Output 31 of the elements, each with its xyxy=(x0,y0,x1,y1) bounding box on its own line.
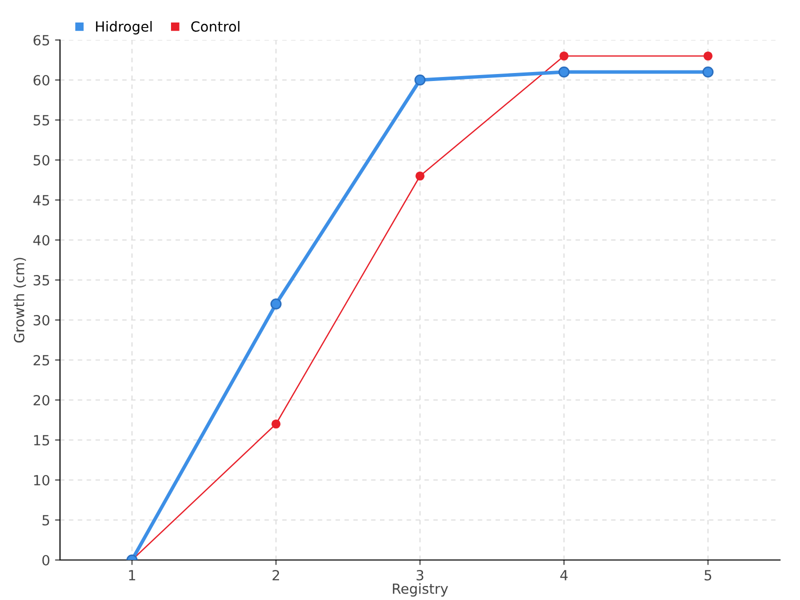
y-axis-title: Growth (cm) xyxy=(14,258,26,343)
y-tick-label: 40 xyxy=(33,234,50,246)
point xyxy=(702,66,714,78)
point xyxy=(559,51,569,61)
y-tick-label: 15 xyxy=(34,435,50,446)
point xyxy=(270,298,282,310)
legend-label: Hidrogel xyxy=(96,21,152,34)
y-tick-label: 45 xyxy=(33,195,50,206)
y-tick-label: 0 xyxy=(42,554,50,566)
y-tick-label: 10 xyxy=(34,474,50,486)
x-tick-label: 3 xyxy=(416,570,424,580)
y-tick-label: 35 xyxy=(34,274,50,286)
y-tick-label: 50 xyxy=(34,154,50,166)
y-tick-label: 65 xyxy=(34,34,50,46)
x-tick-label: 1 xyxy=(129,570,136,580)
y-tick-label: 25 xyxy=(34,354,50,366)
legend-label: Control xyxy=(191,21,240,32)
point xyxy=(558,66,570,78)
x-tick-label: 5 xyxy=(704,570,712,580)
x-axis-title: Registry xyxy=(392,583,448,597)
y-tick-label: 20 xyxy=(34,394,50,406)
x-tick-label: 2 xyxy=(272,570,280,580)
point xyxy=(414,74,426,86)
y-tick-label: 5 xyxy=(42,515,50,526)
y-tick-label: 60 xyxy=(34,74,50,86)
point xyxy=(271,419,281,429)
y-tick-label: 30 xyxy=(34,314,50,326)
point xyxy=(703,51,713,61)
point xyxy=(415,171,425,181)
x-tick-label: 4 xyxy=(560,570,568,580)
y-tick-label: 55 xyxy=(34,115,50,126)
